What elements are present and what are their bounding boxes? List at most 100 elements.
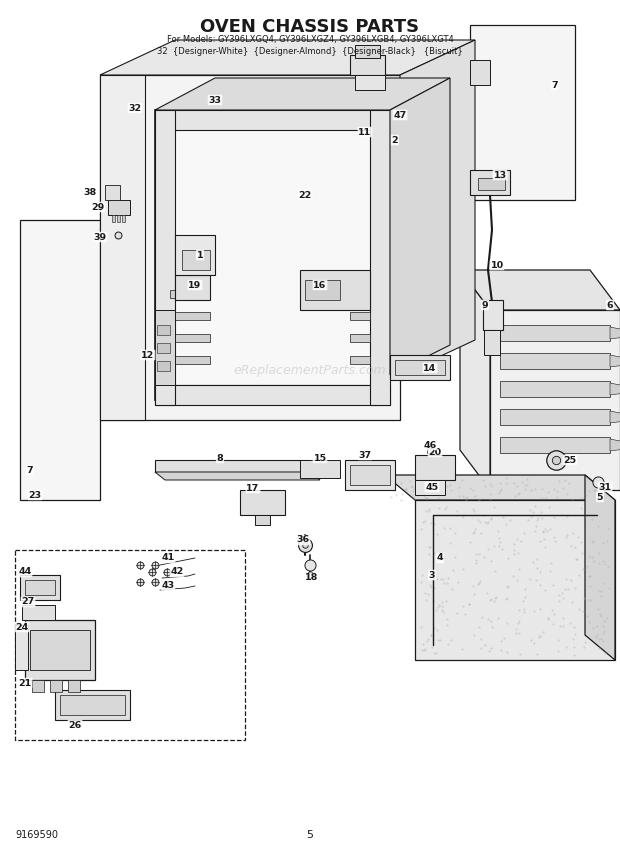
- Polygon shape: [170, 356, 210, 364]
- Text: 27: 27: [21, 597, 35, 607]
- Text: 36: 36: [296, 536, 309, 544]
- Polygon shape: [400, 40, 475, 375]
- Polygon shape: [155, 110, 175, 405]
- Text: 32  {Designer-White}  {Designer-Almond}  {Designer-Black}   {Biscuit}: 32 {Designer-White} {Designer-Almond} {D…: [157, 47, 463, 56]
- Polygon shape: [175, 235, 215, 275]
- Polygon shape: [155, 78, 450, 110]
- Polygon shape: [155, 385, 390, 405]
- Polygon shape: [255, 515, 270, 525]
- Polygon shape: [112, 215, 115, 222]
- Polygon shape: [260, 90, 320, 115]
- Text: 13: 13: [494, 170, 507, 180]
- Polygon shape: [30, 630, 90, 670]
- Polygon shape: [25, 580, 55, 595]
- Polygon shape: [350, 55, 385, 75]
- Text: eReplacementParts.com: eReplacementParts.com: [234, 364, 386, 377]
- Polygon shape: [460, 270, 490, 490]
- Polygon shape: [490, 310, 620, 490]
- Text: 23: 23: [29, 490, 42, 500]
- Text: 26: 26: [68, 721, 82, 729]
- Text: 19: 19: [188, 281, 202, 289]
- Polygon shape: [610, 383, 620, 395]
- Polygon shape: [460, 270, 620, 310]
- Polygon shape: [355, 45, 380, 58]
- Polygon shape: [170, 290, 210, 298]
- Text: 22: 22: [298, 191, 312, 199]
- Polygon shape: [175, 275, 210, 300]
- Polygon shape: [105, 130, 135, 152]
- Polygon shape: [157, 361, 170, 371]
- Polygon shape: [395, 360, 445, 375]
- Text: 46: 46: [423, 441, 436, 449]
- Polygon shape: [170, 334, 210, 342]
- Polygon shape: [500, 437, 610, 453]
- Text: 6: 6: [607, 300, 613, 310]
- Polygon shape: [350, 356, 370, 364]
- Polygon shape: [610, 327, 620, 339]
- Polygon shape: [305, 280, 340, 300]
- Polygon shape: [483, 300, 503, 330]
- Polygon shape: [470, 60, 490, 85]
- Text: 39: 39: [94, 233, 107, 241]
- Text: 45: 45: [425, 483, 438, 491]
- Text: 17: 17: [246, 484, 260, 492]
- Polygon shape: [20, 220, 100, 500]
- Text: 24: 24: [16, 622, 29, 632]
- Polygon shape: [155, 472, 320, 480]
- Text: 33: 33: [208, 96, 221, 104]
- Text: 14: 14: [423, 364, 436, 372]
- Polygon shape: [500, 409, 610, 425]
- Polygon shape: [385, 475, 615, 500]
- Polygon shape: [15, 625, 28, 670]
- Text: 38: 38: [83, 187, 97, 197]
- Polygon shape: [55, 690, 130, 720]
- Text: 5: 5: [306, 830, 314, 840]
- Polygon shape: [470, 25, 575, 200]
- Polygon shape: [610, 355, 620, 367]
- Polygon shape: [350, 290, 370, 298]
- Polygon shape: [415, 480, 445, 495]
- Polygon shape: [100, 75, 145, 420]
- Polygon shape: [300, 270, 370, 310]
- Text: 7: 7: [552, 80, 559, 90]
- Polygon shape: [157, 325, 170, 335]
- Polygon shape: [610, 411, 620, 423]
- Polygon shape: [155, 460, 310, 472]
- Polygon shape: [122, 215, 125, 222]
- Text: 8: 8: [216, 454, 223, 462]
- FancyBboxPatch shape: [15, 550, 245, 740]
- Polygon shape: [415, 455, 455, 480]
- Polygon shape: [32, 680, 44, 692]
- Polygon shape: [500, 381, 610, 397]
- Text: For Models: GY396LXGQ4, GY396LXGZ4, GY396LXGB4, GY396LXGT4: For Models: GY396LXGQ4, GY396LXGZ4, GY39…: [167, 35, 453, 44]
- Text: 4: 4: [436, 554, 443, 562]
- Polygon shape: [50, 680, 62, 692]
- Polygon shape: [500, 353, 610, 369]
- Polygon shape: [300, 460, 340, 478]
- Polygon shape: [108, 200, 130, 215]
- Text: 37: 37: [358, 450, 371, 460]
- Circle shape: [218, 208, 242, 232]
- Polygon shape: [470, 170, 510, 195]
- Polygon shape: [350, 312, 370, 320]
- Polygon shape: [117, 215, 120, 222]
- Text: 43: 43: [161, 580, 175, 590]
- Polygon shape: [345, 460, 395, 490]
- Polygon shape: [240, 490, 285, 515]
- Text: 25: 25: [564, 455, 577, 465]
- Polygon shape: [155, 110, 390, 130]
- Polygon shape: [25, 620, 95, 680]
- Polygon shape: [370, 110, 390, 405]
- Text: 41: 41: [161, 554, 175, 562]
- Text: 3: 3: [429, 570, 435, 580]
- Polygon shape: [390, 78, 450, 375]
- Circle shape: [192, 182, 268, 258]
- Polygon shape: [100, 40, 475, 75]
- Text: 32: 32: [128, 104, 141, 112]
- Text: 11: 11: [358, 128, 371, 136]
- Text: 1: 1: [197, 251, 203, 259]
- Text: 18: 18: [305, 574, 319, 582]
- Text: 7: 7: [27, 466, 33, 474]
- Text: 44: 44: [19, 568, 32, 576]
- Polygon shape: [20, 575, 60, 600]
